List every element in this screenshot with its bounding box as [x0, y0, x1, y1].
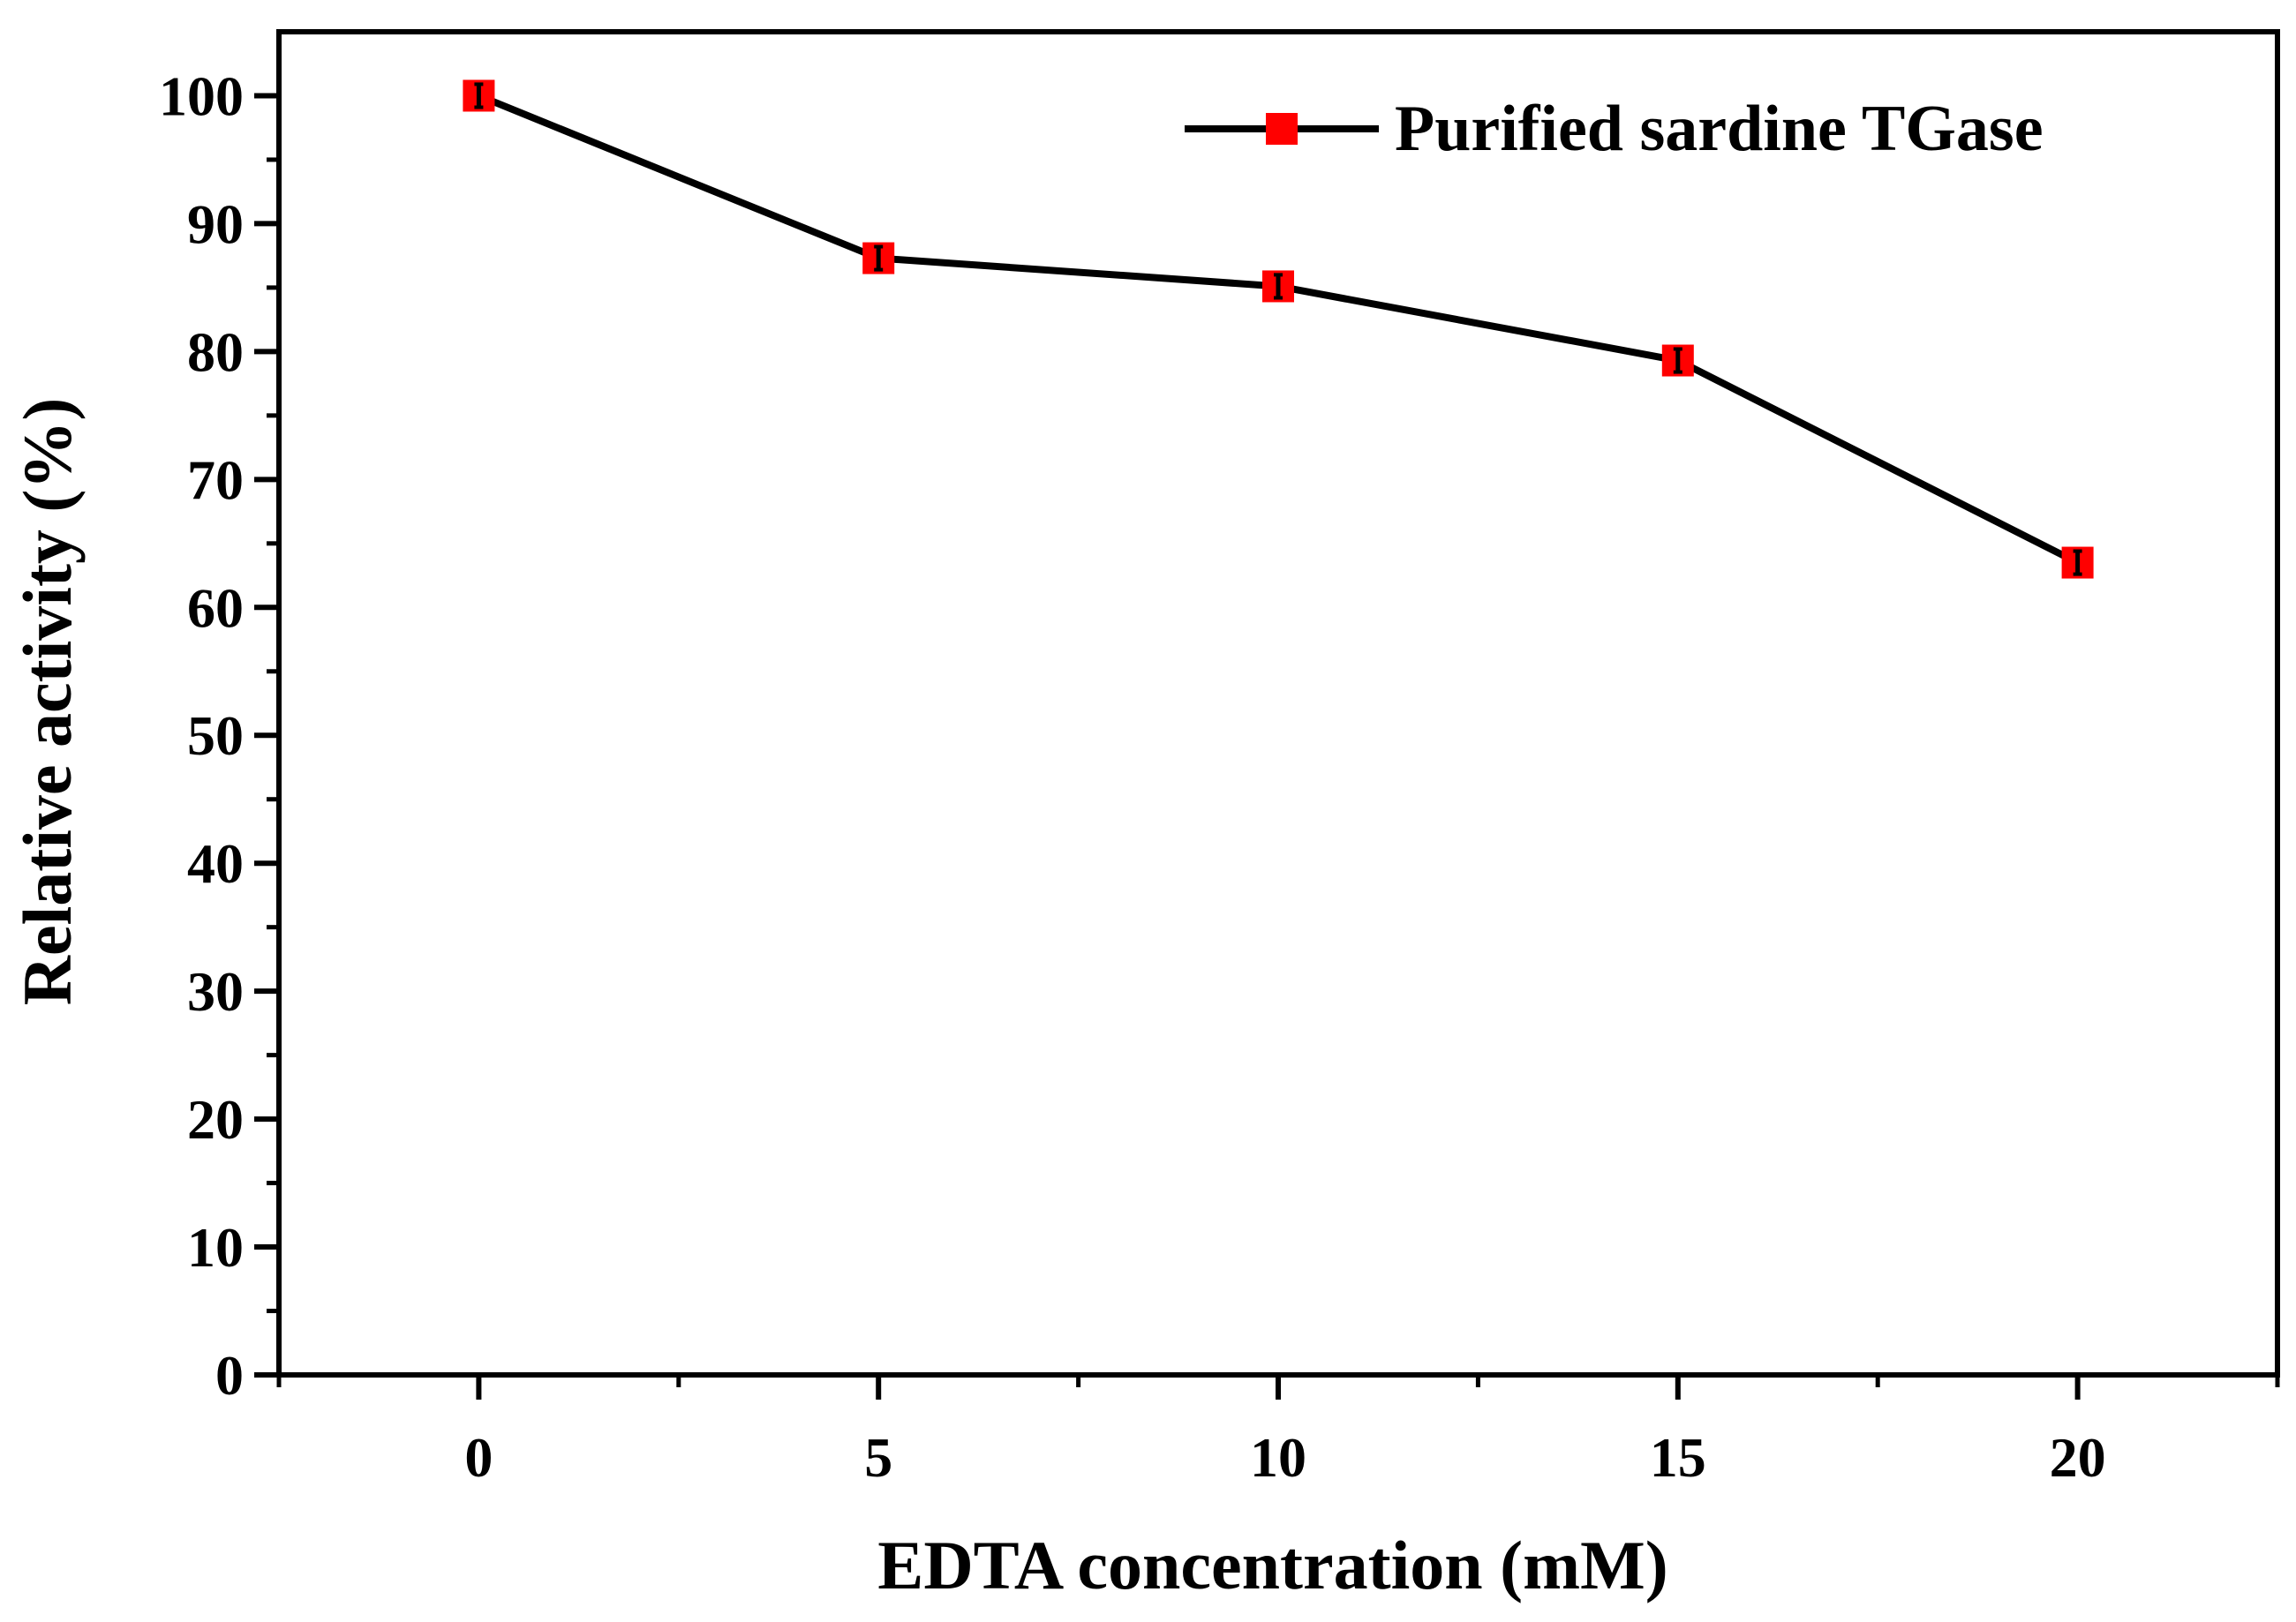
- y-tick-label: 60: [187, 576, 244, 639]
- y-tick-label: 90: [187, 192, 244, 255]
- series-line: [477, 92, 2080, 567]
- series-layer: [463, 79, 2094, 579]
- legend: Purified sardine TGase: [1185, 93, 2044, 165]
- x-tick-label: 0: [464, 1426, 493, 1489]
- y-tick-label: 20: [187, 1088, 244, 1151]
- x-tick-label: 15: [1650, 1426, 1706, 1489]
- y-tick-label: 80: [187, 320, 244, 383]
- x-tick-label: 10: [1250, 1426, 1306, 1489]
- legend-marker: [1266, 113, 1298, 145]
- y-tick-label: 10: [187, 1216, 244, 1279]
- y-tick-label: 30: [187, 960, 244, 1023]
- x-axis: 0 5 10 15 20: [276, 1375, 2280, 1489]
- x-axis-title: EDTA concentration (mM): [877, 1527, 1667, 1603]
- y-tick-label: 40: [187, 832, 244, 895]
- y-tick-label: 100: [159, 64, 244, 127]
- y-axis: 0 10 20 30 40 50 60 70 80 90 100: [159, 64, 279, 1407]
- y-axis-title: Relative activity (%): [9, 398, 86, 1006]
- y-tick-label: 70: [187, 448, 244, 511]
- x-tick-label: 5: [864, 1426, 892, 1489]
- y-tick-label: 0: [215, 1344, 244, 1407]
- legend-label: Purified sardine TGase: [1395, 93, 2044, 165]
- x-tick-label: 20: [2050, 1426, 2106, 1489]
- y-tick-label: 50: [187, 704, 244, 767]
- plot-frame: [276, 29, 2280, 1378]
